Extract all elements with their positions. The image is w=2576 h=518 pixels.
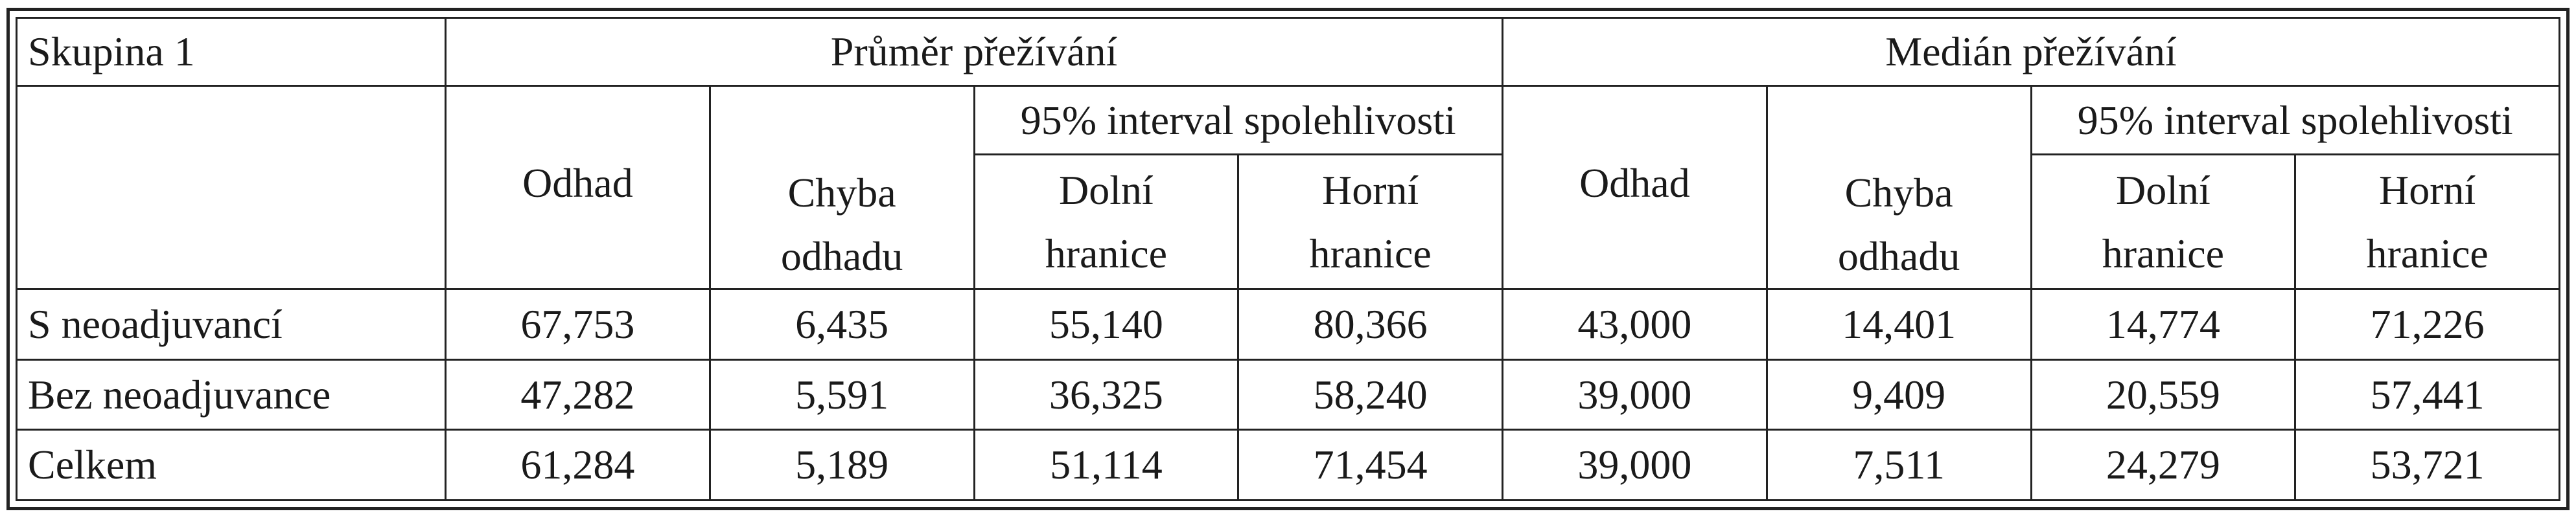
header-row: Skupina 1 Průměr přežívání Medián přežív… [16,16,2560,87]
cell-value: 58,240 [1237,358,1503,431]
error-header: Chyba odhadu [1765,85,2032,291]
lower-header: Dolní hranice [2030,153,2297,291]
text: Horní [2378,166,2476,213]
cell-value: 5,591 [708,358,975,431]
text: Chyba [1844,170,1953,216]
row-label: Celkem [16,429,447,501]
group-title: Průměr přežívání [445,16,1503,87]
lower-header: Dolní hranice [973,153,1240,291]
text: Chyba [787,170,896,216]
text: Dolní [1058,166,1154,213]
text: Horní [1321,166,1419,213]
text: hranice [1309,230,1432,276]
table-frame: Skupina 1 Průměr přežívání Medián přežív… [6,8,2570,510]
header-row: Dolní hranice Horní hranice Dolní hranice H… [17,153,2560,291]
upper-header: Horní hranice [2294,153,2560,291]
cell-value: 7,511 [1765,429,2032,501]
text: Dolní [2115,166,2210,213]
estimate-header: Odhad [1502,85,1768,291]
survival-table: Skupina 1 Průměr přežívání Medián přežív… [16,16,2560,501]
cell-value: 43,000 [1502,288,1768,361]
text: odhadu [780,233,903,280]
text: odhadu [1837,233,1960,280]
estimate-header: Odhad [445,85,711,291]
cell-value: 71,454 [1237,429,1503,501]
cell-value: 61,284 [445,429,711,501]
corner-label: Skupina 1 [16,16,447,87]
cell-value: 47,282 [445,358,711,431]
cell-value: 39,000 [1502,358,1768,431]
cell-value: 51,114 [973,429,1240,501]
cell-value: 20,559 [2030,358,2297,431]
text: hranice [1045,230,1168,276]
row-label: S neoadjuvancí [16,288,447,361]
text: hranice [2366,230,2489,276]
row-label: Bez neoadjuvance [16,358,447,431]
cell-value: 5,189 [708,429,975,501]
data-row: Bez neoadjuvance 47,282 5,591 36,325 58,240 3… [16,358,2560,431]
cell-value: 14,401 [1765,288,2032,361]
cell-value: 39,000 [1502,429,1768,501]
group-title: Medián přežívání [1502,16,2560,87]
cell-value: 36,325 [973,358,1240,431]
cell-value: 24,279 [2030,429,2297,501]
data-row: S neoadjuvancí 67,753 6,435 55,140 80,366 43,… [16,288,2560,361]
data-row: Celkem 61,284 5,189 51,114 71,454 39,000 7,511… [16,429,2560,501]
cell-value: 57,441 [2294,358,2560,431]
cell-value: 6,435 [708,288,975,361]
ci-header: 95% interval spolehlivosti [973,85,1503,155]
error-header: Chyba odhadu [708,85,975,291]
cell-value: 55,140 [973,288,1240,361]
cell-value: 53,721 [2294,429,2560,501]
cell-value: 9,409 [1765,358,2032,431]
empty-cell [16,85,447,291]
ci-header: 95% interval spolehlivosti [2030,85,2560,155]
text: hranice [2102,230,2225,276]
cell-value: 80,366 [1237,288,1503,361]
cell-value: 14,774 [2030,288,2297,361]
cell-value: 71,226 [2294,288,2560,361]
cell-value: 67,753 [445,288,711,361]
header-row: Odhad Chyba odhadu 95% interval spolehliv… [16,85,2560,291]
upper-header: Horní hranice [1237,153,1503,291]
